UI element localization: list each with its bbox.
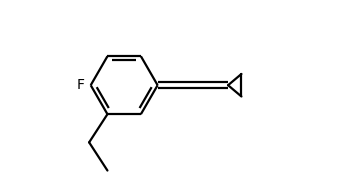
Text: F: F <box>76 78 84 92</box>
